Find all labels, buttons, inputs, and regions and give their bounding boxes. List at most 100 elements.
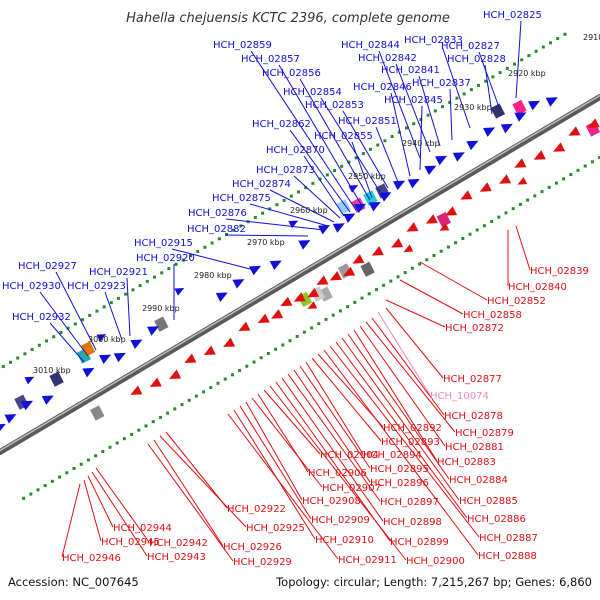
forward-gene-arrow [215, 292, 228, 302]
gene-label[interactable]: HCH_02893 [381, 437, 440, 448]
gene-label[interactable]: HCH_02881 [445, 442, 504, 453]
gene-label[interactable]: HCH_02892 [383, 423, 442, 434]
tick-mark [288, 339, 292, 343]
gene-label[interactable]: HCH_02854 [283, 87, 342, 98]
gene-label[interactable]: HCH_02944 [113, 523, 172, 534]
gene-label[interactable]: HCH_02921 [89, 267, 148, 278]
tick-mark [94, 454, 98, 458]
gene-labels[interactable]: HCH_02825 HCH_02827 HCH_02828 HCH_02833 HCH_… [2, 10, 589, 568]
gene-label[interactable]: HCH_02923 [67, 281, 126, 292]
tick-mark [311, 181, 315, 185]
gene-label[interactable]: HCH_02873 [256, 165, 315, 176]
tick-mark [325, 173, 329, 177]
gene-label[interactable]: HCH_02855 [314, 131, 373, 142]
label-leader [61, 483, 81, 558]
gene-label[interactable]: HCH_02870 [266, 145, 325, 156]
gene-label[interactable]: HCH_02899 [390, 537, 449, 548]
tick-mark [469, 88, 473, 92]
gene-label[interactable]: HCH_02874 [232, 179, 291, 190]
gene-label[interactable]: HCH_02845 [384, 95, 443, 106]
forward-gene-arrow [4, 414, 17, 424]
forward-gene-arrow [407, 178, 420, 189]
label-leader [515, 20, 522, 99]
label-leader [378, 50, 421, 159]
gene-label[interactable]: HCH_02876 [188, 208, 247, 219]
gene-label[interactable]: HCH_02907 [322, 483, 381, 494]
gene-label[interactable]: HCH_02877 [443, 374, 502, 385]
gene-label[interactable]: HCH_02911 [338, 555, 397, 566]
gene-label[interactable]: HCH_02920 [136, 253, 195, 264]
gene-label[interactable]: HCH_02862 [252, 119, 311, 130]
label-leader [293, 175, 341, 219]
gene-label[interactable]: HCH_02879 [455, 428, 514, 439]
gene-label[interactable]: HCH_02844 [341, 40, 400, 51]
gene-label[interactable]: HCH_02898 [383, 517, 442, 528]
gene-label[interactable]: HCH_02922 [227, 504, 286, 515]
gene-label[interactable]: HCH_02904 [320, 450, 379, 461]
reverse-gene-arrow [130, 385, 143, 395]
gene-label[interactable]: HCH_02888 [478, 551, 537, 562]
reverse-gene-arrow [403, 244, 414, 253]
gene-label[interactable]: HCH_02915 [134, 238, 193, 249]
gene-label[interactable]: HCH_02945 [101, 537, 160, 548]
gene-label[interactable]: HCH_02872 [445, 323, 504, 334]
gene-label[interactable]: HCH_02929 [233, 557, 292, 568]
gene-label[interactable]: HCH_02827 [441, 41, 500, 52]
label-leader [227, 413, 339, 560]
forward-gene-arrow [343, 213, 356, 223]
gene-label[interactable]: HCH_02839 [530, 266, 589, 277]
reverse-gene-arrow [445, 206, 458, 216]
gene-label[interactable]: HCH_02878 [444, 411, 503, 422]
tick-mark [295, 334, 299, 338]
gene-label[interactable]: HCH_02828 [447, 54, 506, 65]
gene-label[interactable]: HCH_02897 [380, 497, 439, 508]
gene-label[interactable]: HCH_02887 [479, 533, 538, 544]
genome-info-text: Topology: circular; Length: 7,215,267 bp… [275, 575, 592, 589]
gene-label[interactable]: HCH_02927 [18, 261, 77, 272]
gene-label[interactable]: HCH_02859 [213, 40, 272, 51]
gene-label[interactable]: HCH_02825 [483, 10, 542, 21]
gene-label[interactable]: HCH_02895 [370, 464, 429, 475]
gene-label[interactable]: HCH_02846 [353, 82, 412, 93]
gene-label[interactable]: HCH_02840 [508, 282, 567, 293]
gene-label[interactable]: HCH_02910 [315, 535, 374, 546]
gene-label[interactable]: HCH_02925 [246, 523, 305, 534]
tick-mark [216, 381, 220, 385]
gene-label[interactable]: HCH_02894 [363, 450, 422, 461]
label-leader [299, 78, 371, 201]
gene-label[interactable]: HCH_02946 [62, 553, 121, 564]
gene-label[interactable]: HCH_02857 [241, 54, 300, 65]
label-leader-lines [39, 20, 531, 562]
gene-label[interactable]: HCH_02886 [467, 514, 526, 525]
gene-label[interactable]: HCH_02852 [487, 296, 546, 307]
gene-label[interactable]: HCH_02942 [149, 538, 208, 549]
reverse-gene-arrow [271, 309, 284, 319]
gene-label[interactable]: HCH_02856 [262, 68, 321, 79]
gene-label[interactable]: HCH_02943 [147, 552, 206, 563]
gene-label[interactable]: HCH_02885 [459, 496, 518, 507]
label-leader [293, 369, 371, 483]
gene-label[interactable]: HCH_02841 [381, 65, 440, 76]
gene-label[interactable]: HCH_02882 [187, 224, 246, 235]
gene-label[interactable]: HCH_02837 [412, 78, 471, 89]
gene-label[interactable]: HCH_02926 [223, 542, 282, 553]
gene-label[interactable]: HCH_02842 [358, 53, 417, 64]
gene-label[interactable]: HCH_02853 [305, 100, 364, 111]
gene-label[interactable]: HCH_02906 [308, 468, 367, 479]
tick-mark [115, 441, 119, 445]
gene-label[interactable]: HCH_02883 [437, 457, 496, 468]
gene-label[interactable]: HCH_02884 [449, 475, 508, 486]
gene-label[interactable]: HCH_02896 [370, 478, 429, 489]
gene-label[interactable]: HCH_02851 [338, 116, 397, 127]
gene-label[interactable]: HCH_02909 [311, 515, 370, 526]
gene-label[interactable]: HCH_02930 [2, 281, 61, 292]
gene-label[interactable]: HCH_02833 [404, 35, 463, 46]
gene-label[interactable]: HCH_02858 [463, 310, 522, 321]
gene-label[interactable]: HCH_02875 [212, 193, 271, 204]
gene-label[interactable]: HCH_02908 [302, 496, 361, 507]
tick-mark [482, 224, 486, 228]
gene-label[interactable]: HCH_02932 [12, 312, 71, 323]
gene-label[interactable]: HCH_02900 [406, 556, 465, 567]
tick-mark [203, 245, 207, 249]
gene-label[interactable]: HCH_10074 [430, 391, 489, 402]
